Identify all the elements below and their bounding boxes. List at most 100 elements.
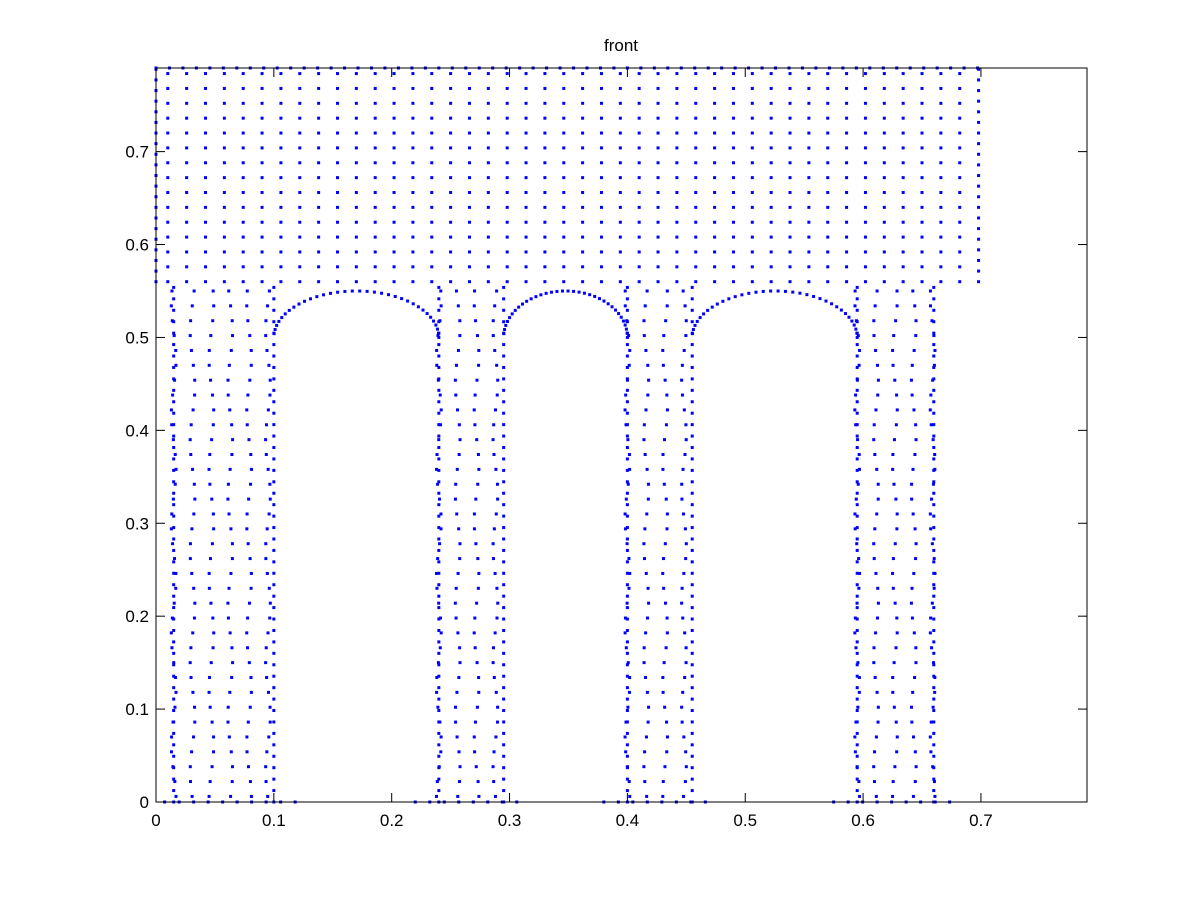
data-point bbox=[477, 794, 481, 798]
data-point bbox=[909, 378, 913, 382]
data-point bbox=[502, 651, 506, 655]
data-point bbox=[694, 131, 698, 135]
data-point bbox=[618, 101, 622, 105]
data-point bbox=[491, 557, 495, 561]
data-point bbox=[656, 101, 660, 105]
data-point bbox=[932, 297, 936, 301]
data-point bbox=[623, 289, 627, 293]
data-point bbox=[932, 557, 936, 561]
data-point bbox=[913, 304, 917, 308]
data-point bbox=[524, 101, 528, 105]
data-point bbox=[731, 280, 735, 284]
data-point bbox=[623, 323, 627, 327]
data-point bbox=[932, 400, 936, 404]
chart-title: front bbox=[604, 36, 638, 55]
data-point bbox=[675, 265, 679, 269]
data-point bbox=[891, 453, 895, 457]
data-point bbox=[265, 527, 269, 531]
data-point bbox=[562, 146, 566, 150]
data-point bbox=[661, 690, 665, 694]
data-point bbox=[411, 265, 415, 269]
data-point bbox=[373, 205, 377, 209]
data-point bbox=[958, 205, 962, 209]
data-point bbox=[627, 334, 631, 338]
data-point bbox=[467, 146, 471, 150]
data-point bbox=[230, 780, 234, 784]
data-point bbox=[228, 631, 232, 635]
data-point bbox=[977, 184, 981, 188]
data-point bbox=[625, 365, 629, 369]
data-point bbox=[857, 586, 861, 590]
data-point bbox=[932, 780, 936, 784]
data-point bbox=[858, 794, 862, 798]
data-point bbox=[190, 794, 194, 798]
data-point bbox=[853, 512, 857, 516]
data-point bbox=[279, 220, 283, 224]
data-point bbox=[279, 280, 283, 284]
data-point bbox=[625, 594, 629, 598]
data-point bbox=[863, 205, 867, 209]
data-point bbox=[354, 250, 358, 254]
data-point bbox=[690, 560, 694, 564]
data-point bbox=[279, 72, 283, 76]
data-point bbox=[932, 411, 936, 415]
data-point bbox=[911, 467, 915, 471]
data-point bbox=[788, 235, 792, 239]
data-point bbox=[193, 720, 197, 724]
data-point bbox=[437, 754, 441, 758]
data-point bbox=[315, 295, 319, 299]
data-point bbox=[264, 453, 268, 457]
y-tick-label: 0.3 bbox=[125, 514, 149, 533]
data-point bbox=[172, 651, 176, 655]
data-point bbox=[354, 146, 358, 150]
data-point bbox=[272, 571, 276, 575]
data-point bbox=[876, 705, 880, 709]
data-point bbox=[656, 250, 660, 254]
data-point bbox=[872, 765, 876, 769]
data-point bbox=[209, 334, 213, 338]
data-point bbox=[826, 280, 830, 284]
data-point bbox=[203, 205, 207, 209]
data-point bbox=[646, 720, 650, 724]
data-point bbox=[317, 235, 321, 239]
data-point bbox=[172, 628, 176, 632]
data-point bbox=[272, 377, 276, 381]
data-point bbox=[901, 235, 905, 239]
data-point bbox=[188, 557, 192, 561]
data-point bbox=[562, 280, 566, 284]
data-point bbox=[317, 280, 321, 284]
data-point bbox=[731, 205, 735, 209]
data-point bbox=[203, 220, 207, 224]
data-point bbox=[625, 709, 629, 713]
data-point bbox=[874, 571, 878, 575]
data-point bbox=[684, 646, 688, 650]
data-point bbox=[682, 571, 686, 575]
data-point bbox=[212, 750, 216, 754]
data-point bbox=[166, 86, 170, 90]
data-point bbox=[486, 146, 490, 150]
data-point bbox=[272, 731, 276, 735]
data-point bbox=[543, 161, 547, 165]
data-point bbox=[939, 176, 943, 180]
data-point bbox=[502, 686, 506, 690]
data-point bbox=[855, 388, 859, 392]
data-point bbox=[855, 480, 859, 484]
data-point bbox=[392, 235, 396, 239]
data-point bbox=[411, 86, 415, 90]
data-point bbox=[435, 571, 439, 575]
data-point bbox=[493, 631, 497, 635]
data-point bbox=[411, 72, 415, 76]
data-point bbox=[694, 176, 698, 180]
data-point bbox=[264, 438, 268, 442]
data-point bbox=[298, 205, 302, 209]
data-point bbox=[502, 332, 506, 336]
data-point bbox=[929, 616, 933, 620]
data-point bbox=[505, 205, 509, 209]
data-point bbox=[855, 674, 859, 678]
data-point bbox=[826, 72, 830, 76]
data-point bbox=[562, 205, 566, 209]
data-point bbox=[203, 101, 207, 105]
data-point bbox=[272, 526, 276, 530]
data-point bbox=[623, 304, 627, 308]
